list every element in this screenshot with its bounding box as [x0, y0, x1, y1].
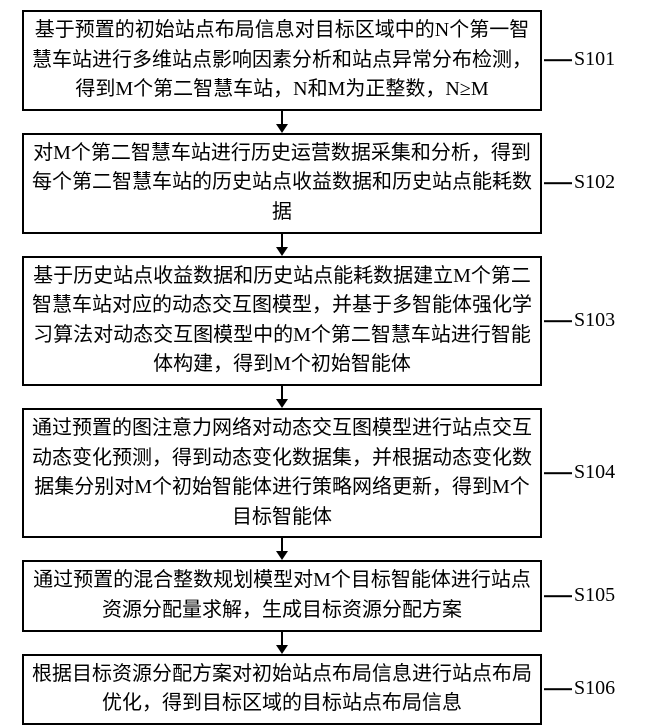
- flow-node-s106: 根据目标资源分配方案对初始站点布局信息进行站点布局优化，得到目标区域的目标站点布…: [22, 654, 542, 725]
- arrow-down-icon: [22, 538, 542, 560]
- connector-line: [544, 595, 572, 597]
- flow-node-s102: 对M个第二智慧车站进行历史运营数据采集和分析，得到每个第二智慧车站的历史站点收益…: [22, 133, 542, 234]
- step-label-s106: S106: [572, 674, 615, 704]
- node-text: 根据目标资源分配方案对初始站点布局信息进行站点布局优化，得到目标区域的目标站点布…: [32, 660, 532, 719]
- node-text: 基于预置的初始站点布局信息对目标区域中的N个第一智慧车站进行多维站点影响因素分析…: [32, 16, 532, 105]
- connector-line: [544, 472, 572, 474]
- flow-node-s105: 通过预置的混合整数规划模型对M个目标智能体进行站点资源分配量求解，生成目标资源分…: [22, 560, 542, 631]
- connector-line: [544, 59, 572, 61]
- flowchart-container: 基于预置的初始站点布局信息对目标区域中的N个第一智慧车站进行多维站点影响因素分析…: [22, 10, 624, 725]
- step-label-s103: S103: [572, 306, 615, 336]
- flow-node-s101: 基于预置的初始站点布局信息对目标区域中的N个第一智慧车站进行多维站点影响因素分析…: [22, 10, 542, 111]
- node-text: 通过预置的图注意力网络对动态交互图模型进行站点交互动态变化预测，得到动态变化数据…: [32, 414, 532, 532]
- flow-node-s103: 基于历史站点收益数据和历史站点能耗数据建立M个第二智慧车站对应的动态交互图模型，…: [22, 256, 542, 386]
- connector-line: [544, 182, 572, 184]
- step-label-s105: S105: [572, 581, 615, 611]
- arrow-down-icon: [22, 386, 542, 408]
- arrow-down-icon: [22, 234, 542, 256]
- node-label-wrap: S104: [544, 458, 615, 488]
- step-label-s104: S104: [572, 458, 615, 488]
- node-label-wrap: S106: [544, 674, 615, 704]
- node-label-wrap: S103: [544, 306, 615, 336]
- node-text: 对M个第二智慧车站进行历史运营数据采集和分析，得到每个第二智慧车站的历史站点收益…: [32, 139, 532, 228]
- step-label-s101: S101: [572, 46, 615, 76]
- node-text: 基于历史站点收益数据和历史站点能耗数据建立M个第二智慧车站对应的动态交互图模型，…: [32, 262, 532, 380]
- flow-node-s104: 通过预置的图注意力网络对动态交互图模型进行站点交互动态变化预测，得到动态变化数据…: [22, 408, 542, 538]
- node-label-wrap: S102: [544, 168, 615, 198]
- arrow-down-icon: [22, 111, 542, 133]
- node-label-wrap: S105: [544, 581, 615, 611]
- connector-line: [544, 320, 572, 322]
- arrow-down-icon: [22, 632, 542, 654]
- node-label-wrap: S101: [544, 46, 615, 76]
- connector-line: [544, 688, 572, 690]
- node-text: 通过预置的混合整数规划模型对M个目标智能体进行站点资源分配量求解，生成目标资源分…: [32, 566, 532, 625]
- step-label-s102: S102: [572, 168, 615, 198]
